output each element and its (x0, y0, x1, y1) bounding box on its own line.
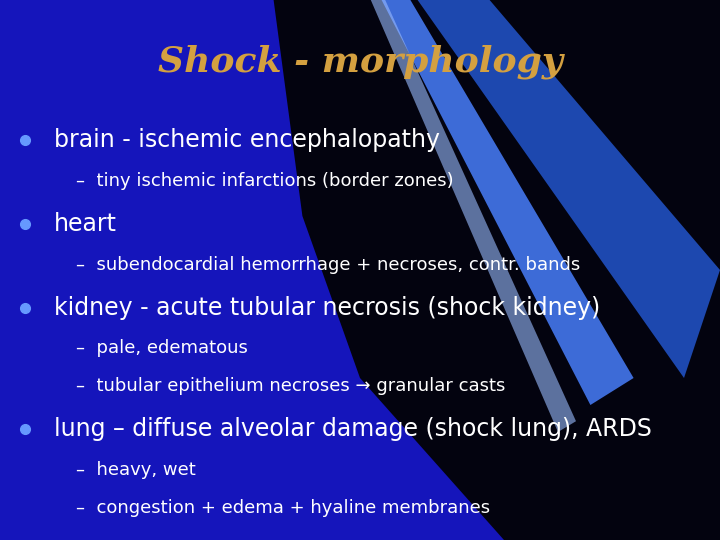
Text: kidney - acute tubular necrosis (shock kidney): kidney - acute tubular necrosis (shock k… (54, 296, 600, 320)
Text: lung – diffuse alveolar damage (shock lung), ARDS: lung – diffuse alveolar damage (shock lu… (54, 417, 652, 441)
Text: –  heavy, wet: – heavy, wet (76, 461, 195, 479)
Text: –  tiny ischemic infarctions (border zones): – tiny ischemic infarctions (border zone… (76, 172, 453, 190)
Polygon shape (274, 0, 720, 540)
Polygon shape (382, 0, 634, 405)
Polygon shape (371, 0, 576, 432)
Text: –  tubular epithelium necroses → granular casts: – tubular epithelium necroses → granular… (76, 377, 505, 395)
Polygon shape (418, 0, 720, 378)
Text: brain - ischemic encephalopathy: brain - ischemic encephalopathy (54, 129, 440, 152)
Text: Shock - morphology: Shock - morphology (158, 45, 562, 79)
Text: –  pale, edematous: – pale, edematous (76, 339, 248, 357)
Text: –  subendocardial hemorrhage + necroses, contr. bands: – subendocardial hemorrhage + necroses, … (76, 255, 580, 274)
Text: heart: heart (54, 212, 117, 236)
Text: –  congestion + edema + hyaline membranes: – congestion + edema + hyaline membranes (76, 498, 490, 517)
